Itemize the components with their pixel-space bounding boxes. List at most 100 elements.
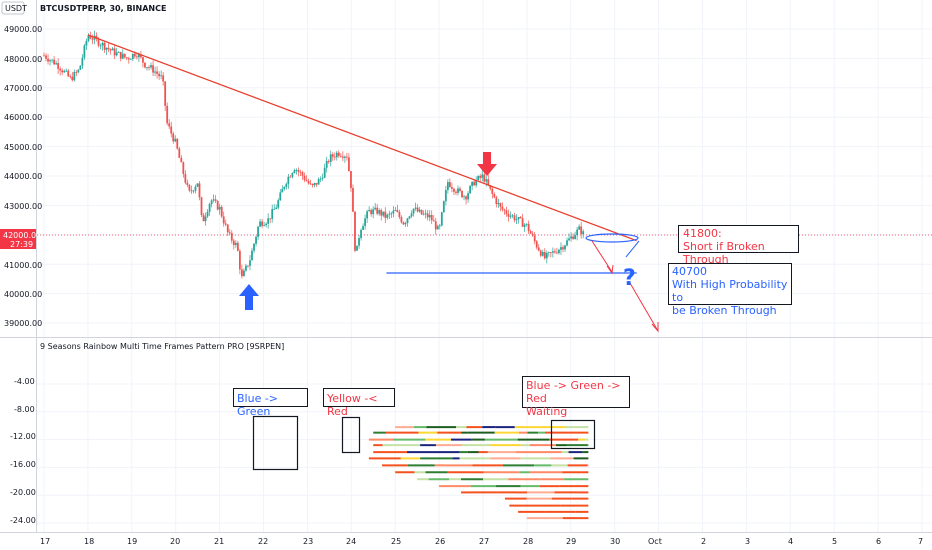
candle-body bbox=[263, 225, 266, 226]
callout-support[interactable]: 40700 With High Probability to be Broken… bbox=[668, 263, 792, 317]
candle-body bbox=[51, 59, 53, 61]
candle-body bbox=[501, 206, 504, 210]
candle-body bbox=[483, 174, 486, 182]
candle-body bbox=[279, 192, 282, 201]
candle-body bbox=[438, 225, 441, 227]
note-waiting[interactable]: Blue -> Green -> Red Waiting bbox=[522, 376, 630, 418]
price-tick: 43000.00 bbox=[4, 202, 42, 211]
current-price-label: 42000.00 bbox=[3, 231, 41, 240]
question-mark: ? bbox=[623, 266, 636, 291]
candle-body bbox=[448, 182, 451, 188]
note-blue-green[interactable]: Blue -> Green bbox=[233, 388, 308, 418]
candle-body bbox=[406, 218, 409, 224]
candle-body bbox=[95, 35, 98, 39]
candle-body bbox=[533, 235, 536, 242]
candle-body bbox=[154, 71, 156, 73]
candle-body bbox=[168, 123, 171, 127]
candle-body bbox=[138, 54, 140, 58]
arrow-up-blue[interactable] bbox=[625, 240, 640, 258]
candle-body bbox=[170, 126, 173, 134]
candle-body bbox=[527, 223, 530, 232]
candle-body bbox=[65, 70, 68, 72]
candle-body bbox=[85, 40, 88, 46]
candle-body bbox=[291, 172, 294, 177]
arrow-down-red[interactable] bbox=[591, 240, 613, 273]
candle-body bbox=[335, 152, 338, 158]
candle-body bbox=[315, 182, 318, 185]
time-tick: 4 bbox=[788, 537, 793, 546]
candle-body bbox=[236, 242, 239, 251]
time-axis[interactable]: 17 18 19 20 21 22 23 24 25 26 27 28 29 3… bbox=[40, 537, 923, 546]
candle-body bbox=[352, 187, 354, 212]
price-axis[interactable]: 49000.00 48000.00 47000.00 46000.00 4500… bbox=[4, 25, 42, 328]
candle-body bbox=[388, 213, 391, 215]
candle-body bbox=[186, 182, 189, 186]
candle-body bbox=[204, 216, 207, 222]
candle-body bbox=[200, 197, 203, 216]
indicator-title[interactable]: 9 Seasons Rainbow Multi Time Frames Patt… bbox=[40, 342, 284, 351]
candle-body bbox=[473, 181, 476, 186]
indicator-tick: -4.00 bbox=[14, 377, 35, 386]
trendline[interactable] bbox=[87, 34, 637, 242]
callout-short[interactable]: 41800: Short if Broken Through bbox=[678, 225, 799, 266]
candle-body bbox=[109, 49, 112, 51]
candle-body bbox=[144, 62, 146, 68]
candle-body bbox=[323, 167, 326, 178]
candle-body bbox=[354, 211, 356, 251]
candle-body bbox=[525, 223, 528, 225]
candle-body bbox=[119, 51, 122, 59]
candle-body bbox=[178, 148, 181, 158]
candle-body bbox=[390, 213, 393, 215]
time-tick: 24 bbox=[346, 537, 356, 546]
candle-body bbox=[467, 193, 469, 200]
candle-body bbox=[190, 190, 193, 192]
candle-body bbox=[285, 183, 288, 187]
candle-body bbox=[212, 199, 215, 201]
candle-body bbox=[150, 65, 152, 68]
highlight-box[interactable] bbox=[252, 415, 299, 471]
candle-body bbox=[465, 196, 467, 200]
candle-body bbox=[499, 203, 502, 207]
candle-body bbox=[457, 188, 459, 193]
candle-body bbox=[469, 185, 471, 194]
candle-body bbox=[495, 197, 498, 205]
candle-body bbox=[91, 38, 94, 40]
candle-body bbox=[73, 72, 76, 81]
candle-body bbox=[412, 208, 415, 214]
candle-body bbox=[549, 252, 552, 254]
highlight-box[interactable] bbox=[341, 416, 361, 454]
breakout-ellipse[interactable] bbox=[585, 233, 639, 243]
candle-body bbox=[311, 183, 314, 186]
candlestick-series bbox=[43, 30, 585, 279]
candle-body bbox=[453, 188, 455, 192]
candle-body bbox=[208, 203, 211, 212]
candle-body bbox=[287, 176, 290, 184]
candle-body bbox=[67, 70, 70, 77]
note-yellow-red-text: Yellow -< Red bbox=[327, 392, 378, 418]
time-tick: 25 bbox=[391, 537, 401, 546]
candle-body bbox=[251, 250, 253, 261]
candle-body bbox=[396, 210, 399, 213]
candle-body bbox=[535, 241, 538, 248]
symbol-title[interactable]: BTCUSDTPERP, 30, BINANCE bbox=[40, 4, 166, 13]
highlight-box[interactable] bbox=[550, 419, 596, 450]
candle-body bbox=[346, 156, 348, 158]
arrow-down-icon bbox=[477, 152, 497, 176]
price-tick: 47000.00 bbox=[4, 84, 42, 93]
candle-body bbox=[384, 211, 387, 218]
time-tick: 19 bbox=[127, 537, 137, 546]
candle-body bbox=[45, 55, 47, 59]
candle-body bbox=[49, 60, 51, 62]
price-tick: 41000.00 bbox=[4, 261, 42, 270]
candle-body bbox=[255, 236, 257, 244]
indicator-axis[interactable]: -4.00 -8.00 -12.00 -16.00 -20.00 -24.00 bbox=[10, 377, 36, 525]
callout-support-level: 40700 bbox=[672, 265, 707, 278]
candle-body bbox=[574, 235, 577, 240]
note-waiting-text-1: Blue -> Green -> Red bbox=[526, 379, 621, 405]
candle-body bbox=[545, 252, 548, 259]
candle-body bbox=[424, 213, 427, 215]
note-yellow-red[interactable]: Yellow -< Red bbox=[323, 388, 395, 418]
indicator-tick: -24.00 bbox=[10, 516, 36, 525]
arrow-down-red[interactable] bbox=[629, 282, 659, 332]
